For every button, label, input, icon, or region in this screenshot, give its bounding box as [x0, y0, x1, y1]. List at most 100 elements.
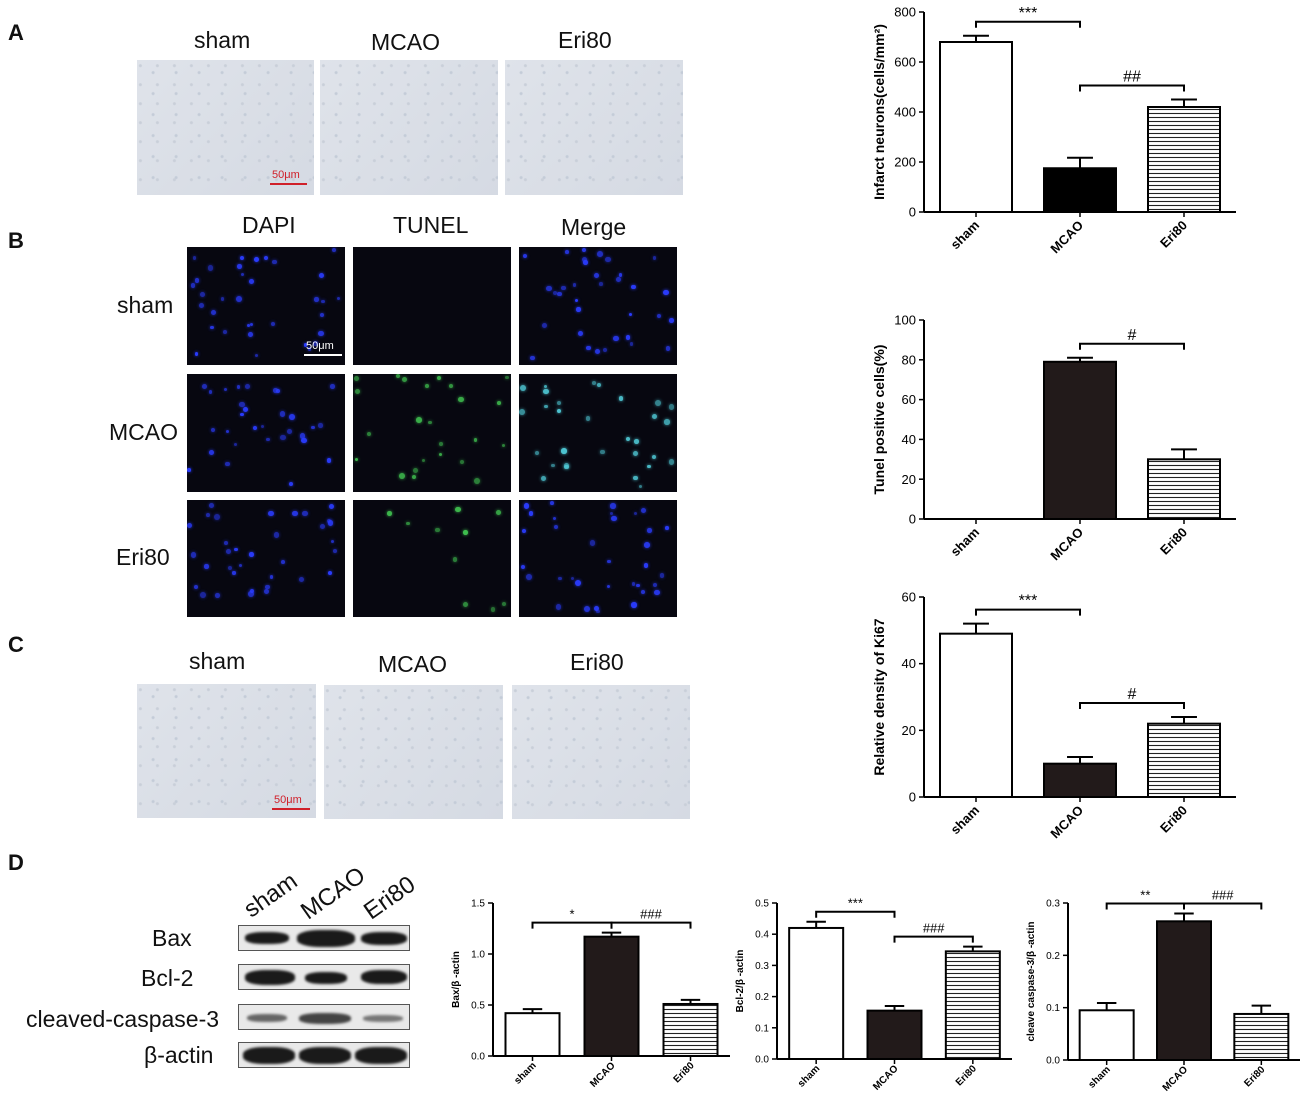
significance-label: **	[1140, 887, 1150, 902]
cell-nucleus	[299, 433, 306, 439]
cell-nucleus	[354, 457, 359, 461]
cell-nucleus	[625, 436, 630, 441]
blot-band	[245, 932, 289, 944]
y-tick-label: 0.1	[755, 1023, 769, 1034]
y-tick-label: 800	[894, 5, 916, 20]
cell-nucleus	[668, 459, 675, 465]
panel-b-sham-tunel	[353, 247, 511, 365]
cell-nucleus	[552, 516, 556, 521]
significance-label: ###	[640, 907, 662, 922]
panel-a-image-sham	[137, 60, 314, 195]
bar-eri80	[1147, 458, 1221, 520]
panel-b-sham-merge	[519, 247, 677, 365]
x-tick-label: sham	[796, 1063, 822, 1089]
cell-nucleus	[207, 265, 214, 271]
panel-b-label-tunel: TUNEL	[393, 212, 469, 238]
cell-nucleus	[263, 588, 270, 595]
y-axis-label: Bax/β -actin	[451, 951, 462, 1008]
cell-nucleus	[328, 503, 334, 509]
cell-nucleus	[314, 297, 319, 302]
panel-b-eri80-dapi	[187, 500, 345, 617]
bar-sham	[788, 926, 845, 1061]
cell-nucleus	[606, 585, 610, 589]
panel-b-row-eri80: Eri80	[116, 544, 170, 570]
cell-nucleus	[647, 464, 651, 468]
significance-bracket	[893, 935, 974, 943]
bar-eri80	[1233, 1012, 1290, 1061]
cell-nucleus	[519, 384, 526, 391]
significance-bracket	[815, 910, 896, 918]
panel-a-image-mcao	[320, 60, 498, 195]
cell-nucleus	[411, 475, 416, 480]
y-tick-label: 1.0	[471, 950, 485, 961]
blot-strip-caspase3	[238, 1004, 410, 1030]
cell-nucleus	[234, 547, 238, 552]
cell-nucleus	[204, 564, 209, 569]
x-tick-label: MCAO	[1047, 525, 1086, 564]
cell-nucleus	[455, 506, 461, 512]
cell-nucleus	[594, 348, 600, 354]
x-tick-label: sham	[947, 218, 982, 253]
y-tick-label: 20	[902, 472, 916, 487]
cell-nucleus	[501, 443, 505, 447]
cell-nucleus	[669, 318, 675, 323]
significance-bracket	[531, 921, 613, 929]
cell-nucleus	[544, 404, 548, 409]
cell-nucleus	[307, 347, 311, 351]
cell-nucleus	[202, 383, 207, 389]
cell-nucleus	[194, 352, 199, 356]
cell-nucleus	[187, 522, 193, 528]
cell-nucleus	[474, 478, 481, 485]
y-axis-label: Bcl-2/β -actin	[735, 950, 746, 1013]
cell-nucleus	[611, 515, 617, 522]
cell-nucleus	[289, 414, 295, 420]
bar-sham	[939, 41, 1013, 213]
cell-nucleus	[640, 507, 647, 514]
cell-nucleus	[530, 355, 535, 361]
panel-a-label-eri80: Eri80	[558, 27, 612, 53]
cell-nucleus	[249, 552, 254, 557]
cell-nucleus	[248, 591, 255, 598]
panel-letter-d: D	[8, 850, 24, 875]
cell-nucleus	[224, 387, 228, 391]
cell-nucleus	[603, 347, 608, 353]
cell-nucleus	[225, 461, 230, 466]
x-tick-label: MCAO	[871, 1063, 901, 1093]
cell-nucleus	[321, 299, 326, 304]
cell-nucleus	[644, 542, 650, 549]
bar-eri80	[662, 1002, 719, 1057]
cell-nucleus	[519, 409, 526, 416]
blot-band	[299, 1047, 351, 1064]
panel-b-mcao-tunel	[353, 374, 511, 492]
significance-label: ###	[923, 921, 945, 936]
cell-nucleus	[265, 584, 270, 590]
cell-nucleus	[239, 564, 243, 568]
cell-nucleus	[504, 375, 509, 380]
cell-nucleus	[194, 278, 200, 283]
y-tick-label: 0.5	[755, 899, 769, 910]
x-tick-label: sham	[947, 525, 982, 560]
cell-nucleus	[272, 259, 277, 265]
y-tick-label: 0	[909, 790, 916, 805]
cell-nucleus	[268, 510, 274, 517]
x-tick-label: Eri80	[1157, 218, 1190, 251]
y-axis-label: Infarct neurons(cells/mm²)	[871, 24, 887, 200]
cell-nucleus	[551, 463, 555, 467]
y-tick-label: 200	[894, 155, 916, 170]
cell-nucleus	[458, 396, 464, 402]
cell-nucleus	[663, 289, 669, 296]
cell-nucleus	[328, 520, 334, 526]
y-tick-label: 0.0	[755, 1055, 769, 1066]
significance-bracket	[1183, 902, 1263, 910]
cell-nucleus	[221, 297, 225, 301]
cell-nucleus	[495, 509, 501, 515]
blot-protein-beta-actin: β-actin	[144, 1042, 214, 1068]
cell-nucleus	[287, 429, 293, 434]
cell-nucleus	[631, 582, 636, 586]
cell-nucleus	[542, 322, 548, 328]
cell-nucleus	[261, 425, 265, 429]
cell-nucleus	[618, 273, 623, 277]
panel-c-image-sham	[137, 684, 316, 818]
cell-nucleus	[576, 307, 581, 312]
blot-band	[245, 970, 295, 985]
